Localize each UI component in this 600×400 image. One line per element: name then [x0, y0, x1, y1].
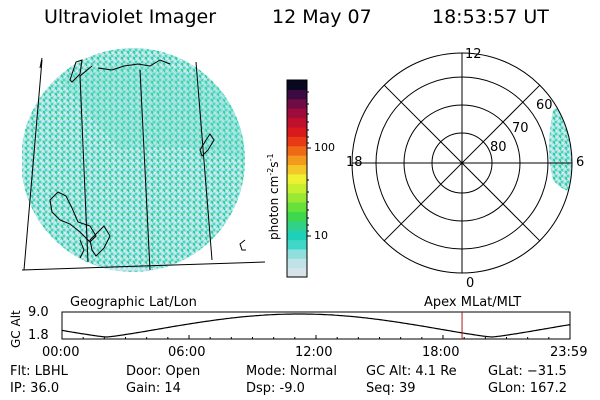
colorbar-ticks [307, 91, 311, 237]
mlt-label-12: 12 [465, 47, 482, 62]
earth-disk [22, 48, 245, 272]
geographic-image [22, 48, 266, 272]
mlat-label-60: 60 [536, 98, 553, 113]
colorbar-tick-100: 100 [314, 141, 335, 154]
timeline-xtick-2359: 23:59 [550, 345, 588, 360]
status-ip: IP: 36.0 [10, 381, 60, 396]
status-mode: Mode: Normal [246, 364, 337, 379]
colorbar-unit-label: photon cm-2s-1 [266, 153, 281, 240]
colorbar-swatch [287, 230, 307, 241]
time-label: 18:53:57 UT [432, 6, 549, 28]
colorbar-swatch [287, 183, 307, 194]
colorbar-swatch [287, 117, 307, 128]
mlat-label-70: 70 [512, 121, 529, 136]
colorbar [286, 79, 308, 278]
colorbar-swatch [287, 267, 307, 278]
colorbar-swatch [287, 164, 307, 175]
colorbar-swatch [287, 108, 307, 119]
colorbar-swatch [287, 201, 307, 212]
status-filter: Flt: LBHL [10, 364, 68, 379]
colorbar-swatch [287, 80, 307, 90]
colorbar-swatch [287, 89, 307, 100]
date-label: 12 May 07 [272, 6, 372, 28]
timeline-xtick-1200: 12:00 [295, 345, 333, 360]
timeline-xtick-1800: 18:00 [422, 345, 460, 360]
colorbar-swatch [287, 248, 307, 259]
colorbar-frame [286, 79, 308, 278]
timeline-ylabel: GC Alt [9, 310, 23, 348]
colorbar-swatch [287, 98, 307, 109]
orbit-altitude-curve [61, 313, 571, 338]
status-glat: GLat: −31.5 [488, 364, 567, 379]
timeline-xtick-0000: 00:00 [42, 345, 80, 360]
apex-label: Apex MLat/MLT [424, 295, 522, 310]
mlt-label-0: 0 [466, 276, 475, 291]
timeline-ytick-9: 9.0 [28, 305, 49, 320]
colorbar-swatch [287, 136, 307, 147]
instrument-title: Ultraviolet Imager [44, 6, 217, 28]
status-dsp: Dsp: -9.0 [246, 381, 305, 396]
mlt-label-18: 18 [346, 155, 363, 170]
coastlines [39, 57, 246, 259]
status-glon: GLon: 167.2 [488, 381, 568, 396]
colorbar-swatch [287, 126, 307, 137]
mlt-label-6: 6 [576, 155, 585, 170]
polar-plot [351, 52, 573, 274]
timeline-plot [61, 311, 571, 340]
status-gain: Gain: 14 [126, 381, 181, 396]
timeline-xtick-0600: 06:00 [168, 345, 206, 360]
timeline-ytick-1-8: 1.8 [28, 328, 49, 343]
status-door: Door: Open [126, 364, 201, 379]
colorbar-swatch [287, 239, 307, 250]
polar-aurora [549, 106, 572, 192]
timeline-ticks [61, 335, 571, 339]
colorbar-swatch [287, 173, 307, 184]
colorbar-swatch [287, 258, 307, 269]
timeline-frame [61, 311, 571, 340]
colorbar-swatch [287, 192, 307, 203]
colorbar-swatch [287, 220, 307, 231]
colorbar-swatch [287, 211, 307, 222]
geographic-label: Geographic Lat/Lon [70, 295, 197, 310]
mlat-label-80: 80 [490, 140, 507, 155]
status-seq: Seq: 39 [366, 381, 416, 396]
polar-diagonal-2 [383, 84, 541, 242]
graticule [22, 59, 266, 271]
colorbar-tick-10: 10 [314, 229, 328, 242]
status-gc-alt: GC Alt: 4.1 Re [366, 364, 457, 379]
colorbar-swatch [287, 145, 307, 156]
colorbar-swatch [287, 155, 307, 166]
